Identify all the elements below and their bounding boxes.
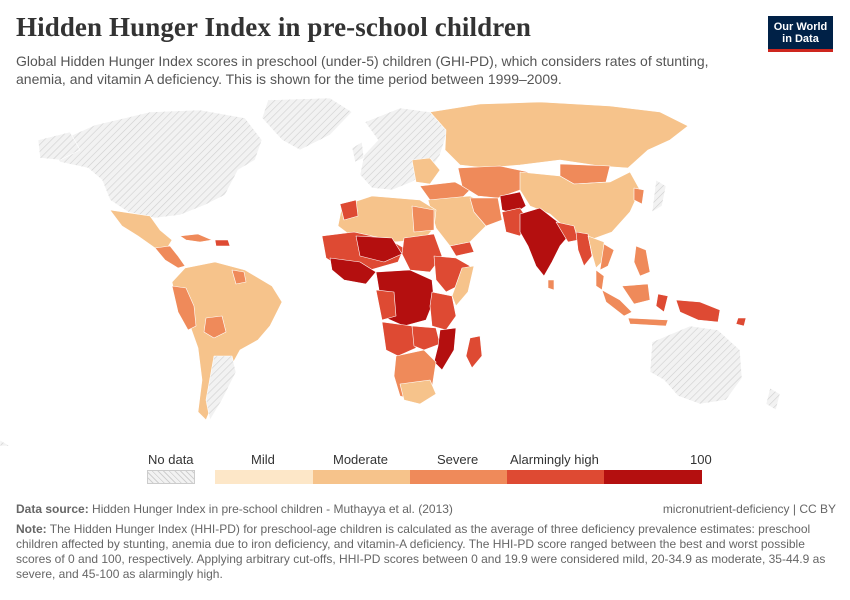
- note-label: Note:: [16, 522, 47, 536]
- russia[interactable]: [429, 101, 689, 169]
- australia[interactable]: [649, 325, 743, 405]
- owid-logo[interactable]: Our World in Data: [768, 16, 833, 52]
- eastern-europe[interactable]: [411, 157, 441, 185]
- sudan[interactable]: [401, 233, 443, 273]
- sumatra[interactable]: [601, 289, 633, 317]
- morocco[interactable]: [339, 199, 359, 221]
- legend-label-severe: Severe: [437, 452, 479, 467]
- turkey-caucasus[interactable]: [419, 181, 471, 201]
- pacific-islands[interactable]: [735, 317, 747, 327]
- legend-swatch-no-data: [147, 470, 195, 484]
- uk[interactable]: [351, 141, 365, 163]
- mozambique[interactable]: [433, 327, 457, 371]
- chart-title: Hidden Hunger Index in pre-school childr…: [16, 12, 532, 42]
- sulawesi[interactable]: [655, 293, 669, 313]
- guyana[interactable]: [231, 269, 247, 285]
- south-america[interactable]: [171, 261, 283, 421]
- north-america[interactable]: [49, 109, 263, 219]
- legend-label-alarmingly-high: Alarmingly high: [510, 452, 599, 467]
- source-text[interactable]: Hidden Hunger Index in pre-school childr…: [92, 502, 453, 516]
- peru-ecuador[interactable]: [171, 285, 197, 331]
- east-africa[interactable]: [429, 291, 457, 331]
- cuba[interactable]: [179, 233, 213, 243]
- chart-subtitle: Global Hidden Hunger Index scores in pre…: [16, 53, 709, 87]
- borneo[interactable]: [621, 283, 651, 305]
- logo-line-1: Our World: [773, 21, 828, 33]
- south-africa[interactable]: [399, 379, 437, 405]
- china[interactable]: [519, 171, 641, 241]
- legend-label-mild: Mild: [251, 452, 275, 467]
- west-africa-coast[interactable]: [329, 257, 377, 285]
- zambia-malawi[interactable]: [411, 325, 441, 351]
- hispaniola[interactable]: [214, 239, 231, 247]
- philippines[interactable]: [633, 245, 651, 277]
- legend-label-no-data: No data: [148, 452, 194, 467]
- japan[interactable]: [651, 179, 667, 213]
- iran[interactable]: [469, 197, 503, 227]
- papua[interactable]: [675, 299, 721, 323]
- greenland[interactable]: [261, 97, 353, 151]
- source-label: Data source:: [16, 502, 89, 516]
- logo-accent-bar: [768, 49, 833, 52]
- north-africa[interactable]: [337, 195, 437, 243]
- malaysia[interactable]: [595, 269, 605, 291]
- legend-swatch-mild: [215, 470, 313, 484]
- egypt[interactable]: [411, 205, 435, 233]
- note-text: The Hidden Hunger Index (HHI-PD) for pre…: [16, 522, 826, 581]
- sri-lanka[interactable]: [547, 279, 555, 291]
- bolivia[interactable]: [203, 315, 227, 339]
- new-zealand[interactable]: [765, 387, 781, 411]
- antarctica-hint: [0, 439, 11, 446]
- legend-swatch-alarming: [507, 470, 604, 484]
- somalia[interactable]: [451, 265, 475, 307]
- korea[interactable]: [633, 187, 645, 205]
- southern-cone[interactable]: [205, 355, 237, 421]
- legend-label-max: 100: [690, 452, 712, 467]
- world-map[interactable]: [0, 96, 850, 446]
- legend-swatch-severe: [410, 470, 507, 484]
- license-text[interactable]: micronutrient-deficiency | CC BY: [662, 502, 836, 516]
- thailand-laos[interactable]: [587, 235, 605, 269]
- vietnam-cambodia[interactable]: [599, 243, 615, 271]
- alaska[interactable]: [37, 131, 81, 161]
- legend-swatch-extreme: [604, 470, 702, 484]
- data-source: Data source: Hidden Hunger Index in pre-…: [16, 502, 453, 516]
- madagascar[interactable]: [465, 335, 483, 369]
- yemen[interactable]: [449, 241, 475, 257]
- legend-label-moderate: Moderate: [333, 452, 388, 467]
- legend-swatch-moderate: [313, 470, 410, 484]
- gabon-congo[interactable]: [375, 289, 397, 321]
- myanmar[interactable]: [575, 231, 593, 267]
- central-america[interactable]: [154, 245, 186, 269]
- chart-note: Note: The Hidden Hunger Index (HHI-PD) f…: [16, 522, 834, 582]
- map-legend: No data Mild Moderate Severe Alarmingly …: [0, 448, 850, 488]
- niger-mali[interactable]: [355, 235, 403, 263]
- logo-line-2: in Data: [782, 33, 819, 45]
- angola[interactable]: [381, 321, 417, 357]
- java[interactable]: [627, 317, 669, 327]
